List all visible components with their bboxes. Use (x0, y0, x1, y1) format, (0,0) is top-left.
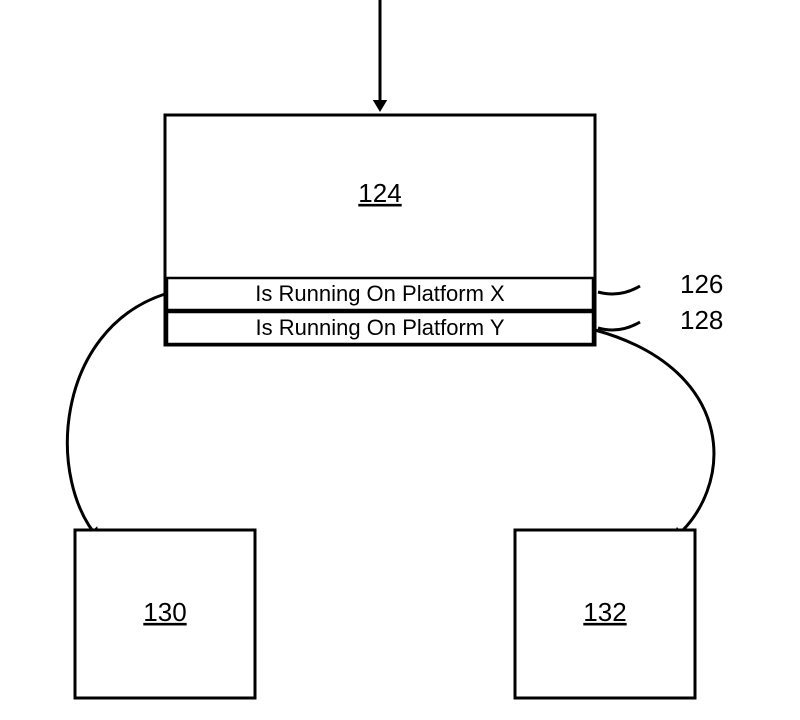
node-right-refnum: 132 (583, 597, 626, 627)
node-main-row-1-text: Is Running On Platform Y (255, 315, 504, 340)
row-1-label: 128 (680, 305, 723, 335)
node-main-refnum: 124 (358, 178, 401, 208)
row-0-label: 126 (680, 269, 723, 299)
arrow-head (373, 100, 387, 112)
arrow-left (67, 294, 165, 540)
row-1-callout-tick (598, 322, 640, 330)
node-left-refnum: 130 (143, 597, 186, 627)
arrow-right (595, 330, 714, 540)
row-0-callout-tick (598, 286, 640, 294)
node-main-row-0-text: Is Running On Platform X (255, 281, 505, 306)
